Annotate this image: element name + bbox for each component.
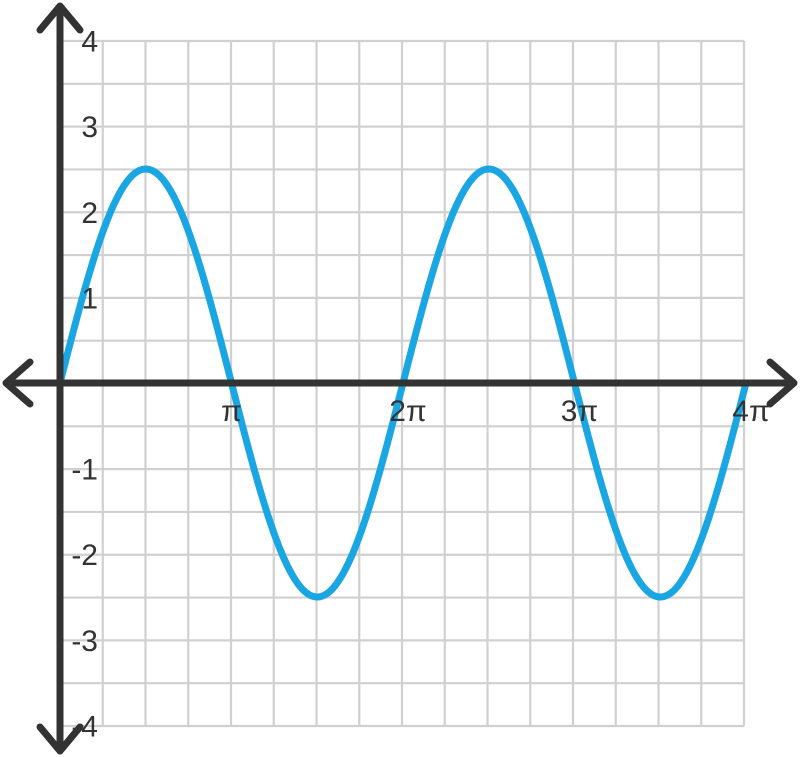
y-tick-label: 2 [81, 197, 98, 230]
x-tick-label: 4π [732, 395, 769, 428]
y-tick-label: 1 [81, 282, 98, 315]
y-tick-label: -2 [71, 539, 98, 572]
x-axis-arrow-left [2, 358, 34, 408]
x-axis-arrow-right [766, 358, 798, 408]
y-tick-label: -1 [71, 454, 98, 487]
y-tick-label: -4 [71, 710, 98, 743]
y-tick-label: 4 [81, 26, 98, 59]
x-tick-label: 2π [389, 395, 426, 428]
y-tick-label: 3 [81, 111, 98, 144]
y-tick-label: -3 [71, 625, 98, 658]
y-axis-arrow-down [36, 723, 84, 755]
y-axis-arrow-up [36, 2, 84, 34]
x-tick-label: π [221, 395, 242, 428]
tick-labels: π 2π 3π 4π 4 3 2 1 -1 -2 -3 -4 [71, 26, 769, 744]
x-tick-label: 3π [561, 395, 598, 428]
